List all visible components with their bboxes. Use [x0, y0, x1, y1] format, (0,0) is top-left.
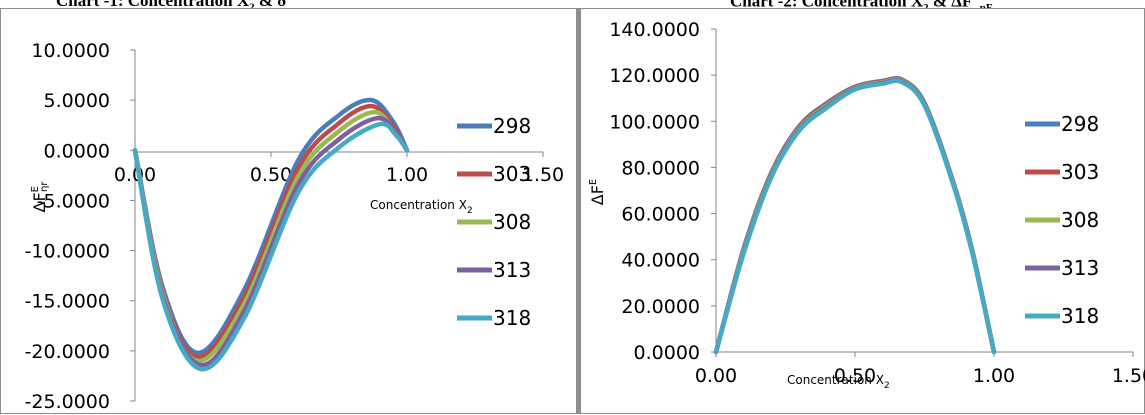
- chart2-legend-label-313: 313: [1061, 256, 1099, 280]
- chart2-y-tick-label: 100.0000: [609, 111, 700, 133]
- chart1-series-298-line: [132, 97, 410, 356]
- chart2-panel: 140.0000 120.0000 100.0000 80.0000 60.0000 40…: [580, 8, 1145, 414]
- chart1-legend-label-303: 303: [493, 162, 531, 186]
- chart1-y-tick-label: -5.0000: [37, 190, 110, 212]
- chart2-legend-label-318: 318: [1061, 304, 1099, 328]
- chart1-y-tick-label: 0.0000: [44, 140, 110, 162]
- chart2-y-axis-label: ΔFE: [588, 179, 607, 205]
- chart2-legend-label-298: 298: [1061, 112, 1099, 136]
- chart2-x-tick-label: 1.50: [1112, 365, 1145, 387]
- chart2-legend-label-303: 303: [1061, 160, 1099, 184]
- chart1-y-tick-label: -20.0000: [25, 341, 110, 363]
- chart1-y-tick-label: -25.0000: [25, 391, 110, 413]
- chart2-y-tick-label: 120.0000: [609, 65, 700, 87]
- chart1-panel: 10.0000 5.0000 0.0000 -5.0000 -10.0000 -15.00…: [0, 8, 577, 414]
- chart2-y-tick-label: 20.0000: [621, 296, 700, 318]
- chart1-x-tick-label: 0.50: [250, 164, 292, 186]
- svg-text:ΔFEηr: ΔFEηr: [30, 181, 50, 213]
- chart2-legend-label-308: 308: [1061, 208, 1099, 232]
- chart2-x-tick-label: 0.00: [695, 365, 737, 387]
- chart2-y-tick-label: 80.0000: [621, 157, 700, 179]
- chart1-title: Chart -1: Concentration X2 & δ: [56, 0, 287, 13]
- chart1-x-tick-label: 0.00: [114, 164, 156, 186]
- chart2-y-tick-label: 40.0000: [621, 250, 700, 272]
- chart1-svg: 10.0000 5.0000 0.0000 -5.0000 -10.0000 -15.00…: [25, 40, 565, 413]
- chart1-y-tick-label: 10.0000: [31, 40, 110, 62]
- chart-divider: [577, 8, 580, 414]
- chart2-y-tick-label: 140.0000: [609, 19, 700, 41]
- chart1-y-axis-label: ΔFEηr: [30, 181, 50, 213]
- chart1-legend-label-318: 318: [493, 306, 531, 330]
- chart1-series-318-line: [132, 121, 410, 372]
- chart2-svg: 140.0000 120.0000 100.0000 80.0000 60.0000 40…: [588, 19, 1145, 391]
- chart1-legend-label-313: 313: [493, 258, 531, 282]
- chart2-y-tick-label: 60.0000: [621, 204, 700, 226]
- chart2-y-tick-label: 0.0000: [634, 342, 700, 364]
- chart1-x-axis-label: Concentration X2: [370, 198, 473, 216]
- chart1-x-tick-label: 1.00: [386, 164, 428, 186]
- chart2-series-318-line: [713, 78, 997, 355]
- chart1-y-tick-label: 5.0000: [44, 90, 110, 112]
- chart1-legend-label-298: 298: [493, 114, 531, 138]
- chart1-y-tick-label: -10.0000: [25, 241, 110, 263]
- chart1-x-tick-label: 1.50: [522, 164, 564, 186]
- chart2-x-axis-label: Concentration X2: [787, 373, 890, 391]
- chart2-x-tick-label: 1.00: [973, 365, 1015, 387]
- chart1-y-tick-label: -15.0000: [25, 291, 110, 313]
- chart2-x-tick-label: 0.50: [834, 365, 876, 387]
- svg-text:ΔFE: ΔFE: [588, 179, 607, 205]
- chart1-legend-label-308: 308: [493, 210, 531, 234]
